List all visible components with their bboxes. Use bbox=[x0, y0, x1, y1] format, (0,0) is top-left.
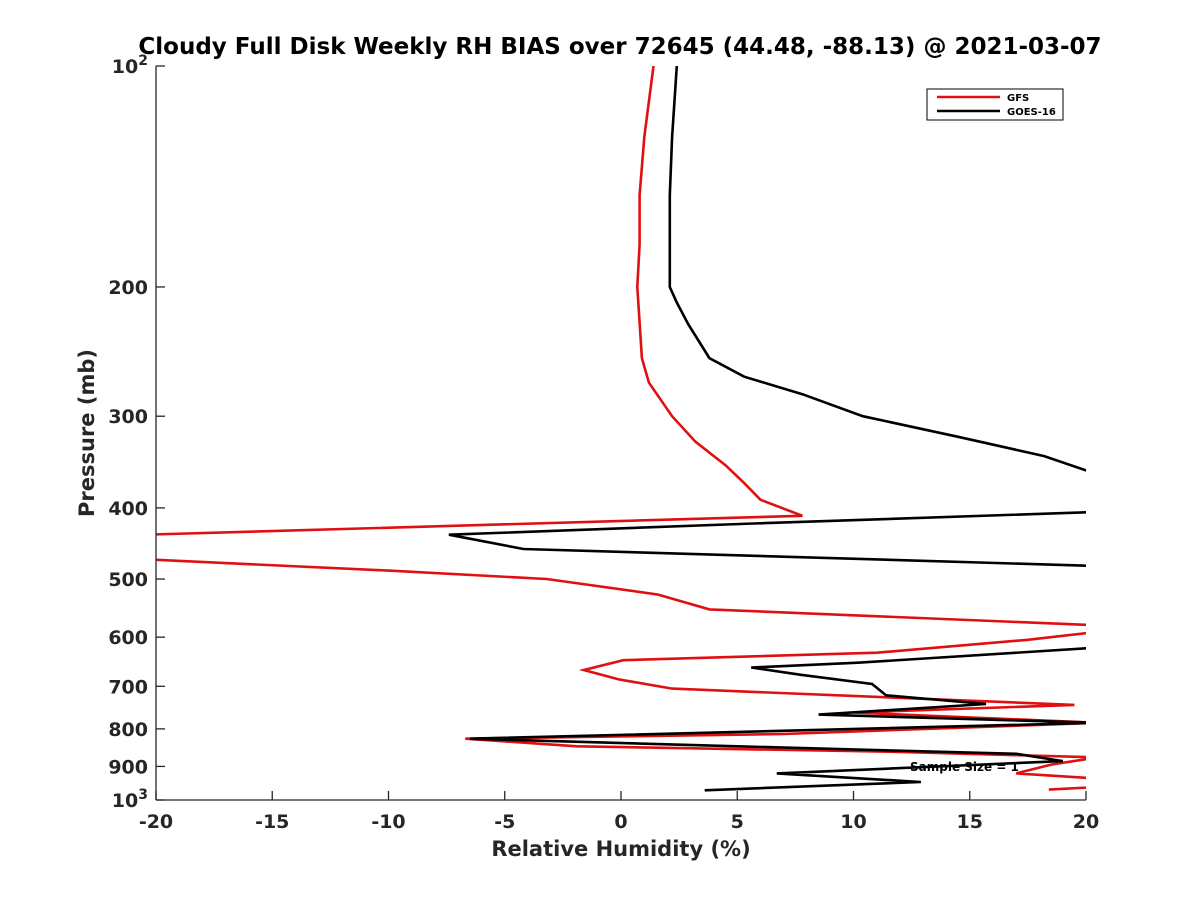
x-tick-label: 10 bbox=[840, 811, 866, 833]
chart-title: Cloudy Full Disk Weekly RH BIAS over 726… bbox=[138, 34, 1101, 60]
series-line-gfs bbox=[156, 66, 1086, 791]
x-tick-label: 20 bbox=[1073, 811, 1099, 833]
x-tick-label: -5 bbox=[494, 811, 515, 833]
series-line-goes16 bbox=[448, 66, 1086, 792]
x-tick-label: -20 bbox=[139, 811, 173, 833]
y-tick-label: 200 bbox=[108, 277, 148, 299]
legend: GFS GOES-16 bbox=[926, 88, 1064, 121]
plot-area bbox=[156, 66, 1086, 800]
x-tick-label: 5 bbox=[731, 811, 744, 833]
y-tick-label: 102 bbox=[112, 53, 148, 78]
y-tick-label: 800 bbox=[108, 719, 148, 741]
series-layer bbox=[156, 66, 1086, 792]
x-tick-label: -15 bbox=[255, 811, 289, 833]
axes-layer: -20 -15 -10 -5 0 5 10 15 20 102 200 300 400 500 600 700… bbox=[108, 53, 1099, 833]
legend-box bbox=[926, 88, 1064, 121]
x-tick-label: -10 bbox=[371, 811, 405, 833]
y-axis-label: Pressure (mb) bbox=[75, 349, 99, 517]
y-tick-label: 300 bbox=[108, 406, 148, 428]
legend-label-goes16: GOES-16 bbox=[1007, 107, 1056, 118]
x-tick-label: 15 bbox=[957, 811, 983, 833]
y-tick-label: 500 bbox=[108, 569, 148, 591]
y-tick-label: 600 bbox=[108, 627, 148, 649]
legend-label-gfs: GFS bbox=[1007, 93, 1029, 104]
y-tick-label: 400 bbox=[108, 498, 148, 520]
y-tick-label: 103 bbox=[112, 787, 148, 812]
x-axis-label: Relative Humidity (%) bbox=[491, 837, 750, 861]
x-tick-label: 0 bbox=[614, 811, 627, 833]
y-tick-label: 900 bbox=[108, 756, 148, 778]
y-tick-label: 700 bbox=[108, 676, 148, 698]
sample-size-annotation: Sample Size = 1 bbox=[910, 760, 1019, 774]
